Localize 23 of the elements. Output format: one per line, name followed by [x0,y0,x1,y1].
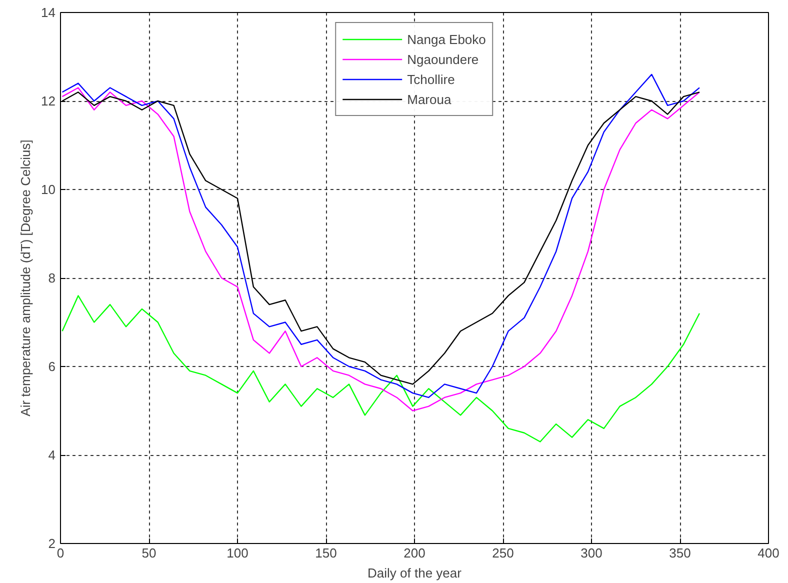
y-tick-label: 6 [48,359,56,374]
x-tick-label: 0 [56,546,64,560]
x-tick-label: 300 [580,546,602,560]
x-tick-label: 50 [142,546,156,560]
x-tick-label: 400 [758,546,780,560]
line-series [62,295,700,442]
x-tick-label: 350 [669,546,691,560]
legend-label: Maroua [407,92,452,106]
legend-label: Tchollire [407,72,455,86]
y-tick-label: 14 [41,5,56,20]
x-axis-title: Daily of the year [368,566,462,580]
y-tick-label: 8 [48,270,56,286]
legend-label: Nanga Eboko [407,32,486,46]
legend-label: Ngaoundere [407,52,479,66]
y-tick-label: 4 [48,448,56,462]
x-tick-label: 200 [404,546,426,560]
y-tick-label: 2 [48,536,56,551]
y-tick-label: 10 [41,182,56,197]
x-tick-label: 100 [226,546,248,560]
y-tick-label: 12 [41,94,56,108]
x-tick-label: 250 [492,546,514,560]
x-tick-label: 150 [315,546,337,560]
y-axis-title: Air temperature amplitude (dT) [Degree Celcius] [18,140,34,416]
